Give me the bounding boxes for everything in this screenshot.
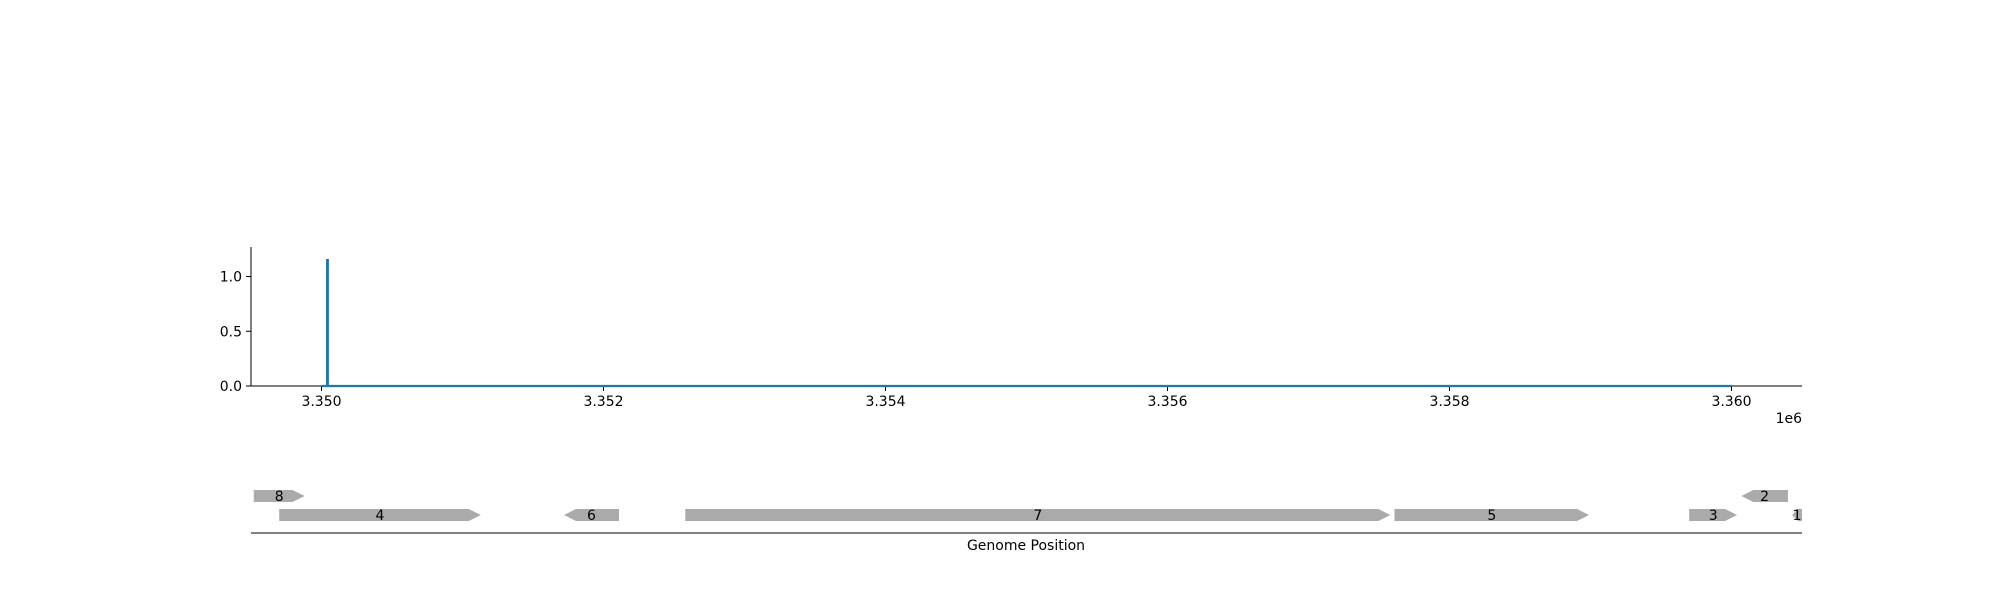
gene-arrow xyxy=(1792,509,1802,521)
gene-arrow xyxy=(253,490,305,502)
gene-label: 7 xyxy=(1033,508,1042,524)
x-tick-label: 3.352 xyxy=(583,394,623,410)
gene-label: 3 xyxy=(1709,508,1718,524)
x-offset-label: 1e6 xyxy=(1776,411,1803,427)
x-tick-label: 3.358 xyxy=(1429,394,1469,410)
y-tick-label: 0.5 xyxy=(220,324,242,340)
gene-label: 5 xyxy=(1487,508,1496,524)
gene-arrow xyxy=(1741,490,1788,502)
gene-arrow xyxy=(1689,509,1738,521)
gene-label: 2 xyxy=(1760,489,1769,505)
x-axis-label: Genome Position xyxy=(967,538,1085,554)
y-tick-label: 1.0 xyxy=(220,270,242,286)
x-tick-label: 3.360 xyxy=(1711,394,1751,410)
x-tick-label: 3.354 xyxy=(865,394,905,410)
x-tick-label: 3.356 xyxy=(1147,394,1187,410)
gene-label: 6 xyxy=(587,508,596,524)
y-tick-label: 0.0 xyxy=(220,379,242,395)
gene-arrow xyxy=(564,509,619,521)
signal-plot: 0.0 0.5 1.0 3.350 3.352 3.354 3.356 3.358 3.360 xyxy=(220,247,1802,410)
gene-label: 1 xyxy=(1793,508,1802,524)
gene-label: 4 xyxy=(376,508,385,524)
gene-arrow xyxy=(1394,509,1590,521)
gene-arrow xyxy=(685,509,1391,521)
gene-arrow xyxy=(279,509,481,521)
gene-label: 8 xyxy=(275,489,284,505)
x-tick-label: 3.350 xyxy=(301,394,341,410)
gene-track: 8 2 4 6 7 5 3 1 xyxy=(251,489,1802,534)
signal-line xyxy=(321,259,1732,388)
